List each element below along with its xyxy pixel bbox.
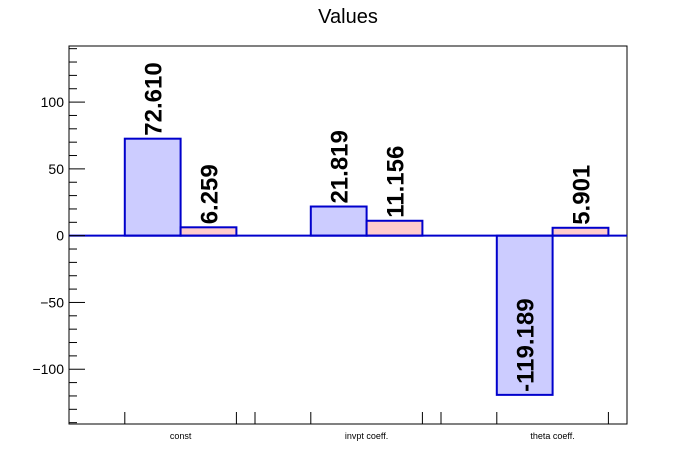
y-tick-label: −50 [40,294,64,310]
bar [551,226,610,237]
y-tick-label: −100 [32,361,64,377]
y-tick-label: 100 [41,94,65,110]
chart-title: Values [318,6,378,28]
bar-value-label: 6.259 [197,164,224,224]
x-tick-label: const [170,431,192,441]
bar-value-label: 72.610 [141,62,168,135]
bar [365,219,424,237]
bar [123,137,182,237]
bar [495,234,554,396]
y-tick-label: 50 [48,161,64,177]
x-tick-label: invpt coeff. [345,431,388,441]
bar [309,205,368,237]
y-tick-label: 0 [56,228,64,244]
bar-value-label: 11.156 [383,146,410,218]
x-tick-label: theta coeff. [530,431,574,441]
bar [179,226,238,237]
bar-value-label: 5.901 [569,165,596,225]
bar-value-label: 21.819 [327,130,354,203]
bar-value-label: -119.189 [513,298,540,391]
